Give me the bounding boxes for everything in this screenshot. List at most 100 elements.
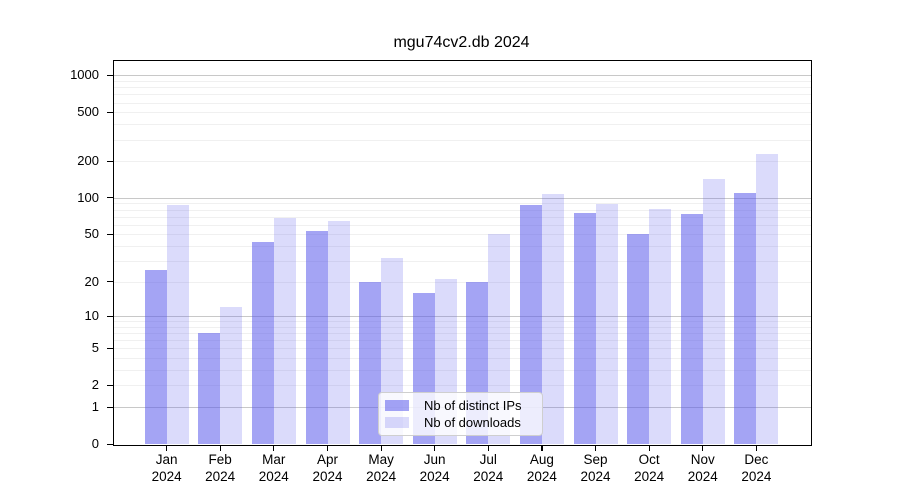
legend-swatch-distinct-ips bbox=[385, 400, 409, 411]
bar-nov-downloads bbox=[702, 179, 725, 444]
gridline-y-8 bbox=[114, 326, 811, 328]
x-tick-label-month: Oct bbox=[638, 452, 660, 467]
x-tick-label-year: 2024 bbox=[312, 469, 343, 484]
legend-label-distinct-ips: Nb of distinct IPs bbox=[424, 398, 522, 413]
y-tick-mark-0 bbox=[107, 443, 113, 445]
chart-title: mgu74cv2.db 2024 bbox=[393, 34, 530, 51]
gridline-y-600 bbox=[114, 102, 811, 104]
x-tick-label-jun: Jun 2024 bbox=[403, 451, 467, 485]
x-tick-mark-sep bbox=[595, 445, 597, 451]
gridline-y-40 bbox=[114, 245, 811, 247]
x-tick-mark-jan bbox=[166, 445, 168, 451]
x-tick-label-month: Apr bbox=[316, 452, 338, 467]
x-tick-label-jul: Jul 2024 bbox=[456, 451, 520, 485]
bar-oct-distinct-ips bbox=[627, 234, 650, 444]
gridline-y-5 bbox=[114, 348, 811, 350]
y-tick-mark-500 bbox=[107, 111, 113, 113]
x-tick-label-year: 2024 bbox=[366, 469, 397, 484]
gridline-y-1000 bbox=[114, 75, 811, 77]
x-tick-label-dec: Dec 2024 bbox=[724, 451, 788, 485]
bar-jul-downloads bbox=[488, 234, 511, 444]
x-tick-mark-nov bbox=[702, 445, 704, 451]
bar-feb-downloads bbox=[220, 307, 243, 444]
x-tick-mark-jun bbox=[434, 445, 436, 451]
x-tick-mark-feb bbox=[219, 445, 221, 451]
y-tick-mark-20 bbox=[107, 281, 113, 283]
y-tick-label-1: 1 bbox=[91, 399, 99, 414]
gridline-y-7 bbox=[114, 333, 811, 335]
bar-jan-distinct-ips bbox=[144, 270, 167, 444]
y-tick-label-20: 20 bbox=[84, 273, 99, 289]
x-tick-label-mar: Mar 2024 bbox=[242, 451, 306, 485]
gridline-y-30 bbox=[114, 260, 811, 262]
bar-sep-distinct-ips bbox=[573, 212, 596, 444]
gridline-y-90 bbox=[114, 203, 811, 205]
y-tick-mark-2 bbox=[107, 384, 113, 387]
gridline-y-500 bbox=[114, 112, 811, 114]
x-tick-label-month: Aug bbox=[529, 452, 554, 467]
gridline-y-700 bbox=[114, 94, 811, 96]
y-tick-mark-10 bbox=[107, 315, 113, 317]
x-tick-label-month: May bbox=[368, 452, 394, 467]
gridline-y-800 bbox=[114, 87, 811, 89]
x-tick-label-aug: Aug 2024 bbox=[510, 451, 574, 485]
y-tick-label-500: 500 bbox=[77, 104, 99, 120]
x-tick-label-year: 2024 bbox=[634, 469, 665, 484]
gridline-y-80 bbox=[114, 209, 811, 211]
x-tick-label-year: 2024 bbox=[741, 469, 772, 484]
bar-dec-distinct-ips bbox=[734, 193, 757, 444]
gridline-y-50 bbox=[114, 234, 811, 236]
gridline-y-400 bbox=[114, 124, 811, 126]
x-tick-label-year: 2024 bbox=[151, 469, 182, 484]
x-tick-label-month: Sep bbox=[583, 452, 608, 467]
x-tick-label-apr: Apr 2024 bbox=[296, 451, 360, 485]
y-tick-label-200: 200 bbox=[77, 153, 99, 169]
x-tick-label-month: Mar bbox=[262, 452, 286, 467]
y-tick-mark-100 bbox=[107, 197, 113, 199]
x-tick-label-month: Feb bbox=[208, 452, 232, 467]
gridline-y-300 bbox=[114, 139, 811, 141]
x-tick-label-feb: Feb 2024 bbox=[188, 451, 252, 485]
y-tick-mark-200 bbox=[107, 160, 113, 162]
gridline-y-3 bbox=[114, 370, 811, 371]
x-tick-label-year: 2024 bbox=[258, 469, 289, 484]
y-tick-label-0: 0 bbox=[91, 436, 99, 451]
gridline-y-6 bbox=[114, 340, 811, 342]
bar-sep-downloads bbox=[595, 203, 618, 444]
x-tick-mark-may bbox=[380, 445, 382, 451]
legend: Nb of distinct IPs Nb of downloads bbox=[378, 392, 543, 436]
x-tick-mark-dec bbox=[755, 445, 758, 451]
x-tick-label-year: 2024 bbox=[205, 469, 236, 484]
gridline-y-900 bbox=[114, 81, 811, 82]
x-tick-label-month: Nov bbox=[690, 452, 715, 467]
x-tick-label-month: Jul bbox=[479, 452, 497, 467]
plot-area bbox=[113, 60, 812, 446]
x-tick-mark-oct bbox=[648, 445, 650, 451]
gridline-y-70 bbox=[114, 216, 811, 218]
bar-aug-distinct-ips bbox=[519, 204, 542, 444]
bar-aug-downloads bbox=[541, 193, 564, 444]
y-tick-label-5: 5 bbox=[91, 340, 99, 356]
legend-label-downloads: Nb of downloads bbox=[424, 415, 521, 430]
x-tick-mark-apr bbox=[327, 445, 329, 451]
gridline-y-4 bbox=[114, 358, 811, 360]
legend-item-downloads: Nb of downloads bbox=[385, 414, 534, 431]
y-tick-label-50: 50 bbox=[84, 226, 99, 242]
x-tick-label-may: May 2024 bbox=[349, 451, 413, 485]
gridline-y-9 bbox=[114, 321, 811, 323]
gridline-y-100 bbox=[114, 197, 811, 199]
x-tick-label-month: Dec bbox=[744, 452, 769, 467]
x-tick-label-year: 2024 bbox=[580, 469, 611, 484]
y-tick-label-1000: 1000 bbox=[70, 67, 99, 83]
gridline-y-200 bbox=[114, 161, 811, 163]
x-tick-label-year: 2024 bbox=[687, 469, 718, 484]
x-tick-label-oct: Oct 2024 bbox=[617, 451, 681, 485]
y-tick-label-2: 2 bbox=[91, 377, 99, 393]
y-tick-label-10: 10 bbox=[84, 308, 99, 324]
bar-mar-downloads bbox=[273, 218, 296, 444]
x-tick-label-year: 2024 bbox=[526, 469, 557, 484]
x-tick-mark-mar bbox=[273, 445, 275, 451]
y-tick-mark-5 bbox=[107, 347, 113, 350]
y-tick-mark-1 bbox=[107, 406, 113, 408]
bar-dec-downloads bbox=[756, 153, 779, 444]
